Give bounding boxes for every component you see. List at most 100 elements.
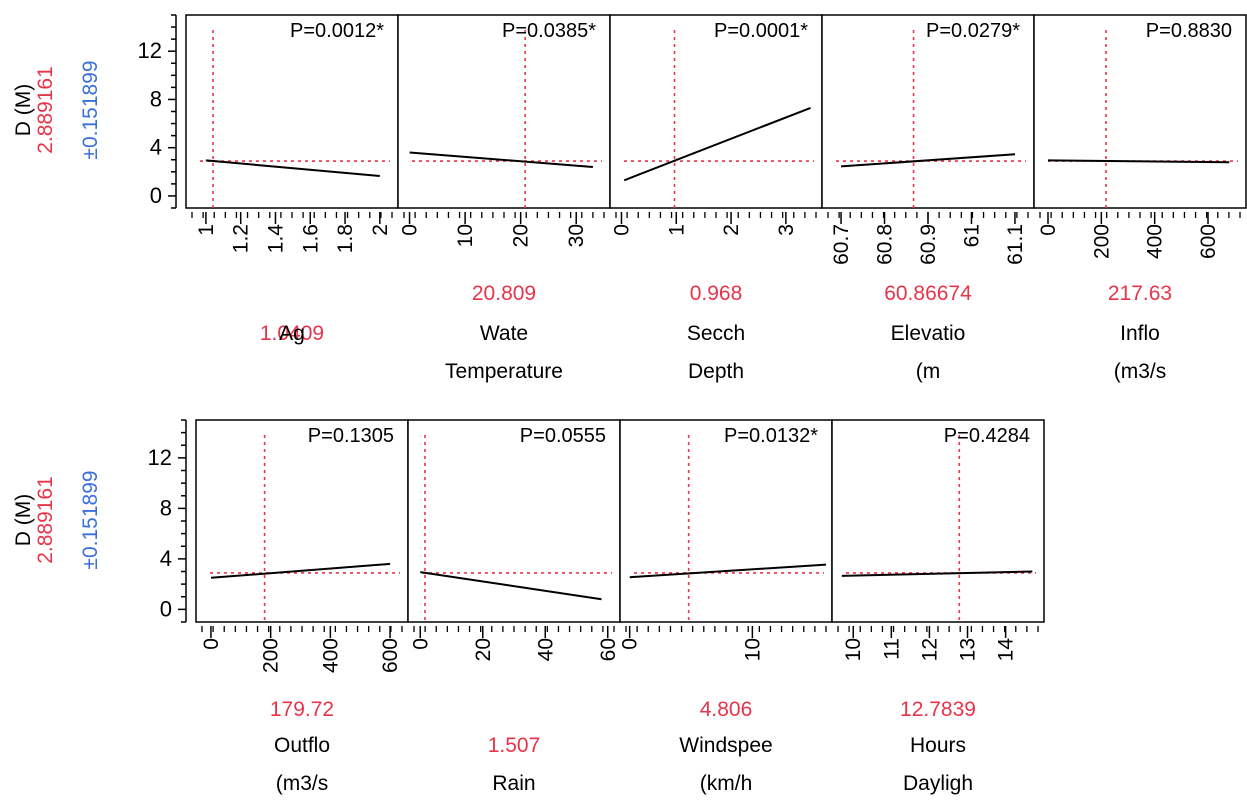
x-tick-label: 1.6 — [299, 224, 322, 253]
p-value: P=0.1305 — [308, 425, 394, 447]
factor-panel-2-1: P=0.1305 0 200 400 600 179.72 Outflo (m3/s — [195, 419, 409, 795]
profile-trace — [409, 151, 593, 168]
factor-panel-1-4: P=0.0279* 60.7 60.8 60.9 61 61.1 60.86674 Eleva… — [821, 14, 1035, 383]
x-tick-label: 1 — [195, 224, 218, 236]
factor-panel-2-2: P=0.0555 0 20 40 60 1.507 Rain — [407, 419, 621, 795]
factor-label-line-2: Depth — [688, 360, 744, 383]
factor-label-line-1: Hours — [910, 734, 966, 757]
x-tick-label: 1.2 — [230, 224, 253, 253]
x-tick-label: 60.9 — [917, 224, 940, 265]
factor-current-value: 0.968 — [690, 282, 743, 305]
y-tick-label: 12 — [148, 445, 172, 470]
response-predicted-value: 2.889161 — [34, 66, 57, 154]
panel-frame — [195, 419, 409, 623]
x-tick-label: 200 — [260, 638, 283, 673]
profile-trace — [629, 563, 827, 579]
x-tick-label: 61.1 — [1004, 224, 1027, 265]
panel-frame — [185, 14, 399, 209]
y-tick-label: 0 — [160, 596, 172, 621]
profile-trace — [841, 570, 1033, 577]
x-tick-label: 0 — [1037, 224, 1060, 236]
factor-panel-1-5: P=0.8830 0 200 400 600 217.63 Inflo (m3/s — [1033, 14, 1247, 383]
x-tick-label: 12 — [918, 638, 941, 661]
x-tick-label: 10 — [842, 638, 865, 661]
x-tick-label: 13 — [957, 638, 980, 661]
profile-trace — [840, 153, 1016, 168]
factor-label-line-1: Ag — [279, 322, 305, 345]
x-tick-label: 2 — [720, 224, 743, 236]
p-value: P=0.0279* — [926, 20, 1020, 42]
factor-panel-2-3: P=0.0132* 0 10 4.806 Windspee (km/h — [619, 419, 833, 795]
x-tick-label: 10 — [454, 224, 477, 247]
panel-frame — [407, 419, 621, 623]
factor-current-value: 179.72 — [270, 698, 334, 721]
response-label: D (M) — [12, 494, 35, 546]
factor-label-line-2: (km/h — [700, 772, 753, 795]
y-axis: 0 4 8 12 — [138, 14, 177, 209]
x-tick-label: 20 — [472, 638, 495, 661]
response-ci-halfwidth: ±0.151899 — [79, 470, 102, 569]
p-value: P=0.4284 — [944, 425, 1030, 447]
x-tick-label: 30 — [565, 224, 588, 247]
factor-current-value: 12.7839 — [900, 698, 976, 721]
profile-trace — [205, 159, 380, 177]
factor-label-line-2: Temperature — [445, 360, 563, 383]
factor-label-line-1: Rain — [492, 772, 535, 795]
factor-current-value: 217.63 — [1108, 282, 1172, 305]
factor-label-line-2: (m3/s — [276, 772, 329, 795]
y-tick-label: 4 — [160, 546, 172, 571]
factor-current-value: 1.507 — [488, 734, 541, 757]
profile-trace — [623, 106, 811, 182]
factor-label-line-1: Windspee — [679, 734, 772, 757]
response-ci-halfwidth: ±0.151899 — [79, 60, 102, 159]
profile-trace — [210, 562, 391, 579]
profile-trace — [1047, 159, 1230, 164]
p-value: P=0.0132* — [724, 425, 818, 447]
response-predicted-value: 2.889161 — [34, 476, 57, 564]
response-label: D (M) — [12, 84, 35, 136]
factor-label-line-1: Wate — [480, 322, 528, 345]
x-tick-label: 0 — [399, 224, 422, 236]
x-tick-label: 61 — [960, 224, 983, 247]
factor-label-line-2: Dayligh — [903, 772, 973, 795]
factor-label-line-1: Outflo — [274, 734, 330, 757]
factor-panel-2-4: P=0.4284 10 11 12 13 14 12.7839 Hours Dayligh — [831, 419, 1045, 795]
factor-label-line-2: (m3/s — [1114, 360, 1167, 383]
x-tick-label: 0 — [409, 638, 432, 650]
x-tick-label: 0 — [200, 638, 223, 650]
x-tick-label: 400 — [319, 638, 342, 673]
profile-trace — [420, 571, 602, 601]
factor-label-line-1: Secch — [687, 322, 745, 345]
x-tick-label: 0 — [619, 638, 642, 650]
x-tick-label: 40 — [534, 638, 557, 661]
panel-frame — [397, 14, 611, 209]
y-tick-label: 8 — [150, 86, 162, 111]
x-tick-label: 0 — [610, 224, 633, 236]
y-axis: 0 4 8 12 — [148, 419, 187, 623]
x-tick-label: 60.8 — [874, 224, 897, 265]
factor-panel-1-2: P=0.0385* 0 10 20 30 20.809 Wate Temperature — [397, 14, 611, 383]
factor-current-value: 60.86674 — [884, 282, 972, 305]
y-tick-label: 8 — [160, 495, 172, 520]
x-tick-label: 3 — [775, 224, 798, 236]
x-tick-label: 200 — [1090, 224, 1113, 259]
p-value: P=0.0555 — [520, 425, 606, 447]
panel-frame — [609, 14, 823, 209]
factor-label-line-1: Elevatio — [891, 322, 966, 345]
x-tick-label: 10 — [741, 638, 764, 661]
x-tick-label: 60 — [597, 638, 620, 661]
p-value: P=0.0012* — [290, 20, 384, 42]
p-value: P=0.8830 — [1146, 20, 1232, 42]
x-tick-label: 400 — [1144, 224, 1167, 259]
p-value: P=0.0385* — [502, 20, 596, 42]
panel-frame — [831, 419, 1045, 623]
p-value: P=0.0001* — [714, 20, 808, 42]
panel-frame — [619, 419, 833, 623]
x-tick-label: 11 — [880, 638, 903, 660]
factor-label-line-2: (m — [916, 360, 941, 383]
factor-label-line-1: Inflo — [1120, 322, 1160, 345]
